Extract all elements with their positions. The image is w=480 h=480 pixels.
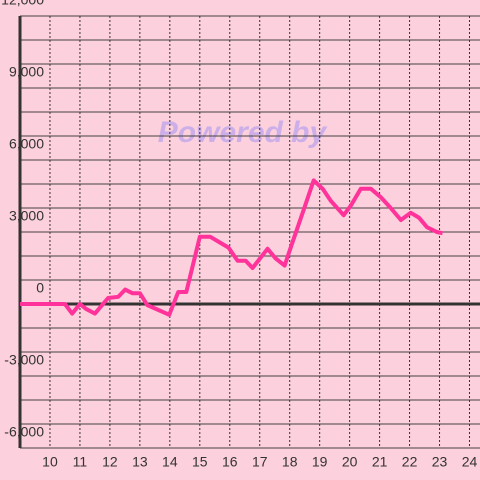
x-tick-label: 24 — [462, 454, 478, 470]
y-tick-label: 0 — [36, 280, 44, 296]
x-tick-label: 19 — [312, 454, 328, 470]
y-tick-label: 6,000 — [9, 136, 44, 152]
y-tick-label: 12,000 — [1, 0, 44, 8]
x-tick-label: 14 — [162, 454, 178, 470]
x-tick-label: 15 — [192, 454, 208, 470]
x-tick-label: 17 — [252, 454, 268, 470]
data-line — [20, 178, 443, 317]
x-tick-label: 22 — [402, 454, 418, 470]
y-tick-label: -6,000 — [4, 424, 44, 440]
x-tick-label: 11 — [73, 454, 88, 470]
x-tick-label: 23 — [432, 454, 448, 470]
y-tick-label: -3,000 — [4, 352, 44, 368]
x-tick-label: 16 — [222, 454, 238, 470]
x-tick-label: 21 — [372, 454, 388, 470]
x-tick-label: 13 — [132, 454, 148, 470]
y-tick-label: 3,000 — [9, 208, 44, 224]
x-tick-label: 20 — [342, 454, 358, 470]
x-tick-label: 10 — [42, 454, 58, 470]
y-tick-label: 9,000 — [9, 64, 44, 80]
watermark: Powered by — [158, 116, 328, 149]
x-tick-label: 18 — [282, 454, 298, 470]
x-tick-label: 12 — [102, 454, 118, 470]
